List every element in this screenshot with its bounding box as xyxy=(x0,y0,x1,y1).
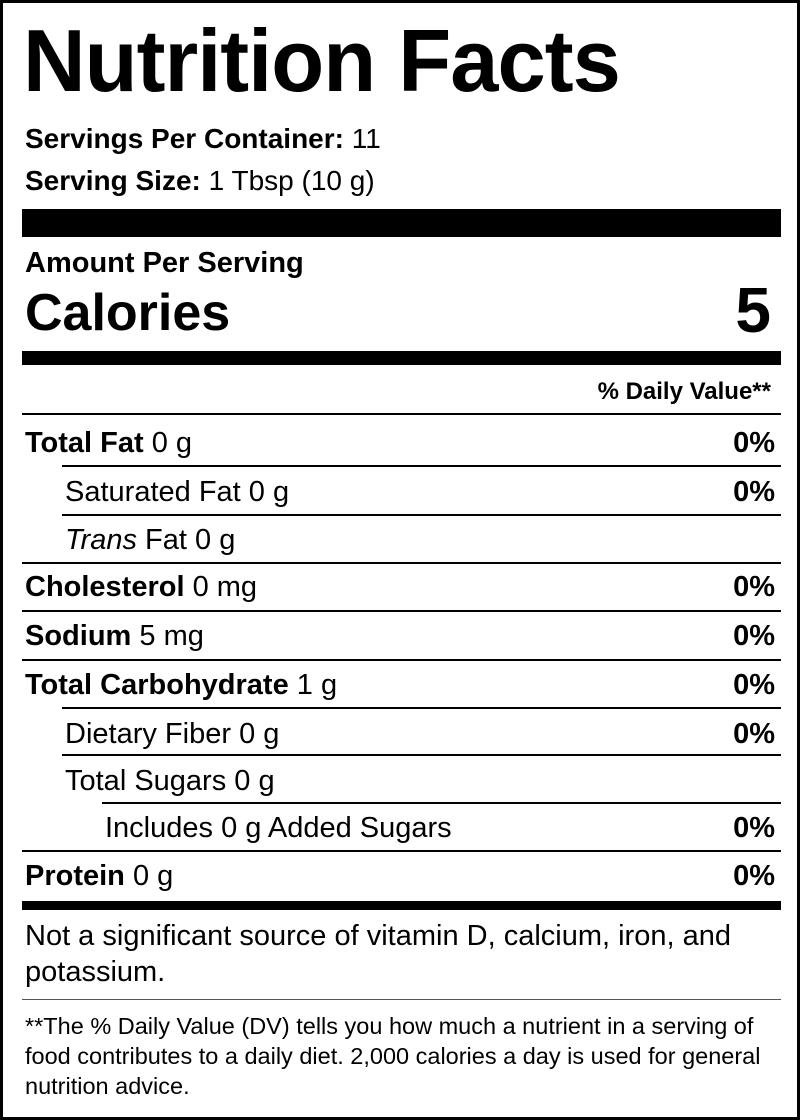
divider xyxy=(22,659,781,661)
nutrient-label: Saturated Fat 0 g xyxy=(65,470,289,514)
divider xyxy=(22,850,781,852)
nutrient-label: Total Sugars 0 g xyxy=(65,759,275,803)
value: 11 xyxy=(351,123,381,154)
nutrient-name: Total Fat xyxy=(25,427,144,459)
divider xyxy=(22,901,781,910)
dv-footnote: **The % Daily Value (DV) tells you how m… xyxy=(25,1013,761,1099)
calories-value: 5 xyxy=(735,274,771,346)
nutrient-row: Saturated Fat 0 g 0% xyxy=(25,470,775,514)
nutrient-name: Total Carbohydrate xyxy=(25,669,289,701)
divider xyxy=(22,209,781,237)
label: Serving Size: xyxy=(25,165,201,196)
nutrient-name: Saturated Fat xyxy=(65,476,241,508)
nutrient-amount: 0 mg xyxy=(192,571,258,603)
nutrient-name: Protein xyxy=(25,860,125,892)
divider xyxy=(62,465,781,467)
nutrient-row: Sodium 5 mg 0% xyxy=(25,614,775,658)
nutrient-label: Total Fat 0 g xyxy=(25,421,192,465)
daily-value: 0% xyxy=(733,476,775,508)
nutrient-row: Total Sugars 0 g xyxy=(25,759,775,803)
nutrient-amount: 0 g xyxy=(221,812,262,844)
nutrient-label: Dietary Fiber 0 g xyxy=(65,712,279,756)
divider xyxy=(22,999,781,1000)
value: 1 Tbsp (10 g) xyxy=(208,165,375,196)
nutrient-row: Trans Fat 0 g xyxy=(25,518,775,562)
calories-label: Calories xyxy=(25,284,231,342)
nutrient-label: Cholesterol 0 mg xyxy=(25,565,257,609)
daily-value: 0% xyxy=(733,718,775,750)
divider xyxy=(22,610,781,612)
nutrient-row: Includes 0 g Added Sugars 0% xyxy=(25,806,775,850)
vitamin-note: Not a significant source of vitamin D, c… xyxy=(25,920,731,988)
serving-size: Serving Size: 1 Tbsp (10 g) xyxy=(25,163,375,199)
divider xyxy=(22,562,781,564)
divider xyxy=(62,754,781,756)
nutrient-amount: 0 g xyxy=(234,765,275,797)
nutrient-amount: 0 g xyxy=(132,860,174,892)
nutrient-label: Trans Fat 0 g xyxy=(65,518,235,562)
daily-value: 0% xyxy=(733,427,775,459)
nutrient-name: Cholesterol xyxy=(25,571,185,603)
nutrient-amount: 0 g xyxy=(239,718,280,750)
servings-per-container: Servings Per Container: 11 xyxy=(25,121,381,157)
divider xyxy=(102,802,781,804)
nutrient-amount: 1 g xyxy=(296,669,338,701)
nutrient-row: Dietary Fiber 0 g 0% xyxy=(25,712,775,756)
nutrient-name: Sodium xyxy=(25,620,132,652)
divider xyxy=(62,707,781,709)
nutrient-amount: 0 g xyxy=(248,476,290,508)
nutrient-name-italic: Trans xyxy=(65,524,137,556)
nutrient-label: Includes 0 g Added Sugars xyxy=(105,806,452,850)
daily-value: 0% xyxy=(733,669,775,701)
divider xyxy=(22,413,781,415)
nutrient-name: Dietary Fiber xyxy=(65,718,231,750)
nutrient-row: Total Carbohydrate 1 g 0% xyxy=(25,663,775,707)
nutrient-amount: 5 mg xyxy=(139,620,204,652)
nutrient-label: Protein 0 g xyxy=(25,854,173,898)
nutrient-amount: 0 g xyxy=(195,524,236,556)
nutrient-name: Added Sugars xyxy=(267,812,452,844)
nutrient-row: Protein 0 g 0% xyxy=(25,854,775,898)
nutrient-name: Total Sugars xyxy=(65,765,227,797)
divider xyxy=(62,514,781,516)
nutrient-name: Fat xyxy=(145,524,187,556)
label: Servings Per Container: xyxy=(25,123,344,154)
nutrient-label: Total Carbohydrate 1 g xyxy=(25,663,337,707)
daily-value: 0% xyxy=(733,812,775,844)
amount-heading: Amount Per Serving xyxy=(25,247,304,279)
nutrient-name: Includes xyxy=(105,812,214,844)
nutrient-row: Cholesterol 0 mg 0% xyxy=(25,565,775,609)
daily-value: 0% xyxy=(733,571,775,603)
dv-heading: % Daily Value** xyxy=(597,378,771,405)
title: Nutrition Facts xyxy=(23,11,621,110)
daily-value: 0% xyxy=(733,620,775,652)
nutrient-amount: 0 g xyxy=(151,427,193,459)
divider xyxy=(22,351,781,365)
daily-value: 0% xyxy=(733,860,775,892)
nutrient-label: Sodium 5 mg xyxy=(25,614,204,658)
nutrient-row: Total Fat 0 g 0% xyxy=(25,421,775,465)
